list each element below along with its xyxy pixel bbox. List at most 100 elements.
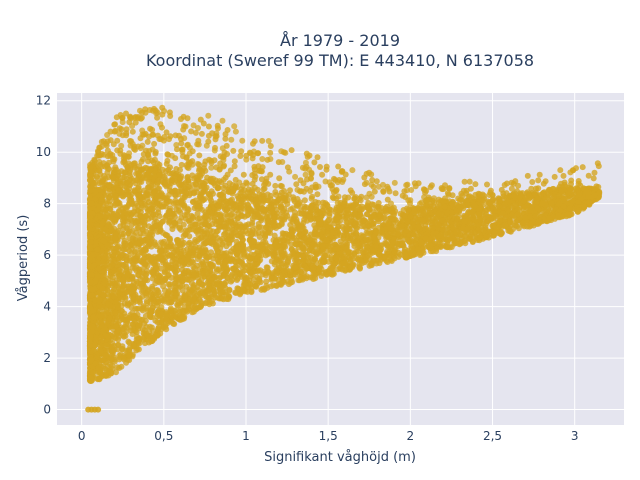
scatter-point [201, 230, 208, 237]
scatter-point [240, 171, 247, 178]
scatter-point [579, 164, 586, 171]
scatter-point [226, 286, 233, 293]
scatter-point [312, 250, 319, 257]
scatter-point [229, 196, 235, 203]
scatter-point [358, 223, 365, 230]
scatter-point [267, 171, 274, 178]
scatter-point [460, 187, 467, 194]
scatter-point [94, 273, 101, 279]
scatter-point [123, 126, 130, 133]
scatter-point [260, 186, 267, 193]
scatter-point [533, 185, 539, 192]
scatter-point [186, 300, 192, 307]
scatter-point [119, 346, 126, 352]
chart-title-line2: Koordinat (Sweref 99 TM): E 443410, N 61… [146, 51, 534, 70]
scatter-point [498, 186, 505, 193]
scatter-point [119, 276, 126, 283]
scatter-point [212, 232, 219, 239]
scatter-point [284, 212, 291, 219]
scatter-point [200, 261, 206, 268]
scatter-point [270, 282, 277, 289]
scatter-point [105, 159, 112, 166]
scatter-point [412, 237, 419, 244]
scatter-point [314, 191, 321, 198]
scatter-point [237, 153, 244, 159]
scatter-point [163, 160, 170, 167]
scatter-point [224, 171, 231, 178]
scatter-point [145, 233, 152, 240]
scatter-point [165, 281, 172, 288]
scatter-point [223, 296, 230, 302]
scatter-point [97, 342, 104, 349]
scatter-point [461, 178, 468, 185]
scatter-point [497, 230, 504, 237]
scatter-point [238, 148, 245, 155]
scatter-point [208, 159, 215, 166]
scatter-point [368, 260, 374, 267]
scatter-point [226, 180, 233, 187]
scatter-point [444, 190, 451, 197]
scatter-point [536, 171, 543, 178]
scatter-point [557, 167, 564, 174]
scatter-point [591, 169, 598, 176]
scatter-point [230, 147, 237, 154]
scatter-point [251, 138, 258, 145]
scatter-point [272, 189, 279, 195]
scatter-point [145, 239, 152, 246]
scatter-point [174, 246, 180, 253]
scatter-point [148, 243, 155, 250]
scatter-point [311, 159, 318, 166]
scatter-point [346, 237, 353, 244]
scatter-point [202, 158, 209, 165]
scatter-point [200, 188, 207, 195]
scatter-point [341, 253, 348, 260]
scatter-point [575, 178, 582, 184]
scatter-point [214, 294, 221, 301]
scatter-point [573, 165, 579, 172]
scatter-point [377, 256, 384, 263]
scatter-point [185, 206, 192, 213]
scatter-point [155, 209, 162, 216]
scatter-point [197, 116, 204, 123]
scatter-point [119, 246, 126, 253]
scatter-point [205, 123, 212, 130]
scatter-point [361, 174, 368, 181]
scatter-point [215, 125, 221, 132]
scatter-point [178, 140, 185, 147]
scatter-point [267, 149, 274, 156]
scatter-point [259, 137, 266, 144]
scatter-point [131, 232, 137, 239]
scatter-point [508, 185, 515, 192]
scatter-point [138, 114, 145, 121]
scatter-point [111, 121, 118, 128]
scatter-point [415, 232, 422, 238]
scatter-point [263, 248, 270, 255]
scatter-point [217, 211, 224, 218]
scatter-point [496, 217, 503, 224]
scatter-point [166, 299, 173, 306]
scatter-point [180, 221, 187, 228]
scatter-point [267, 143, 274, 149]
scatter-point [164, 151, 171, 158]
scatter-point [192, 129, 199, 136]
scatter-point [163, 183, 170, 190]
scatter-point [176, 218, 183, 225]
scatter-point [249, 216, 256, 222]
scatter-point [107, 206, 114, 213]
scatter-point [271, 232, 278, 239]
scatter-point [529, 179, 536, 185]
scatter-point [350, 202, 357, 209]
scatter-point [183, 154, 190, 161]
scatter-point [151, 140, 158, 147]
scatter-point [142, 106, 149, 113]
scatter-point [284, 259, 291, 266]
scatter-point [196, 152, 203, 159]
scatter-point [178, 161, 185, 168]
scatter-point [145, 154, 152, 161]
scatter-point [278, 183, 285, 190]
scatter-point [220, 272, 227, 279]
scatter-point [144, 138, 151, 145]
scatter-point [280, 237, 287, 244]
scatter-point [258, 176, 265, 183]
scatter-point [476, 221, 482, 228]
